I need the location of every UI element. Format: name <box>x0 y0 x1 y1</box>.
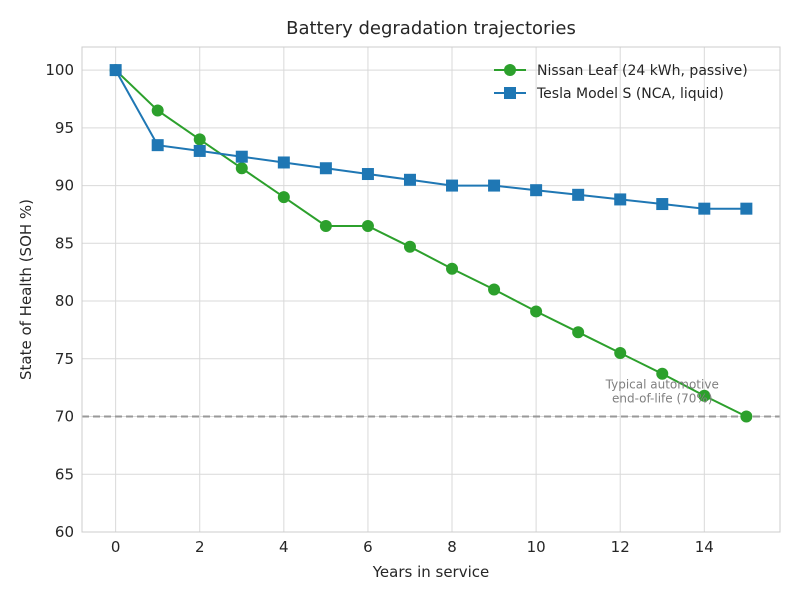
x-tick-label: 12 <box>611 538 630 556</box>
series-point-1 <box>698 202 711 215</box>
y-tick-label: 100 <box>45 61 74 79</box>
x-tick-label: 6 <box>363 538 373 556</box>
series-point-0 <box>277 191 290 204</box>
series-point-0 <box>235 162 248 175</box>
plot-background <box>82 47 780 532</box>
series-point-0 <box>740 410 753 423</box>
y-tick-label: 75 <box>55 350 74 368</box>
series-point-0 <box>193 133 206 146</box>
y-tick-label: 85 <box>55 234 74 252</box>
series-point-0 <box>446 262 459 275</box>
y-tick-label: 95 <box>55 119 74 137</box>
series-point-1 <box>319 162 332 175</box>
series-point-1 <box>740 202 753 215</box>
series-point-0 <box>698 389 711 402</box>
reference-line-label: Typical automotive <box>605 378 719 392</box>
x-tick-label: 4 <box>279 538 289 556</box>
legend-label-0: Nissan Leaf (24 kWh, passive) <box>537 63 748 79</box>
y-tick-label: 80 <box>55 292 74 310</box>
legend-marker-0 <box>504 64 516 76</box>
chart-title: Battery degradation trajectories <box>286 18 576 39</box>
series-point-0 <box>656 367 669 380</box>
series-point-1 <box>403 173 416 186</box>
series-point-0 <box>530 305 543 318</box>
legend-label-1: Tesla Model S (NCA, liquid) <box>536 86 724 102</box>
series-point-1 <box>109 64 122 77</box>
x-tick-label: 10 <box>527 538 546 556</box>
y-tick-label: 60 <box>55 523 74 541</box>
y-tick-labels: 60 65 70 75 80 85 90 95 100 <box>45 61 74 541</box>
reference-line-label: end-of-life (70%) <box>612 392 713 406</box>
series-point-0 <box>403 240 416 253</box>
x-tick-label: 14 <box>695 538 714 556</box>
y-tick-label: 90 <box>55 177 74 195</box>
y-tick-label: 70 <box>55 408 74 426</box>
series-point-0 <box>614 347 627 360</box>
series-point-1 <box>235 150 248 163</box>
series-point-0 <box>572 326 585 339</box>
series-point-1 <box>530 184 543 197</box>
series-point-1 <box>193 144 206 157</box>
y-tick-label: 65 <box>55 465 74 483</box>
series-point-0 <box>488 283 501 296</box>
x-tick-label: 0 <box>111 538 121 556</box>
y-axis-title: State of Health (SOH %) <box>17 199 35 380</box>
x-axis-title: Years in service <box>372 563 490 581</box>
x-tick-labels: 0 2 4 6 8 10 12 14 <box>111 538 714 556</box>
series-point-0 <box>361 219 374 232</box>
series-point-1 <box>614 193 627 206</box>
plot-frame <box>81 46 781 533</box>
legend-marker-1 <box>504 87 516 99</box>
series-point-1 <box>277 156 290 169</box>
series-point-0 <box>151 104 164 117</box>
series-group <box>109 64 753 423</box>
series-point-1 <box>361 168 374 181</box>
series-point-1 <box>656 198 669 211</box>
legend: Nissan Leaf (24 kWh, passive) Tesla Model… <box>494 63 748 102</box>
series-line-1 <box>114 69 747 210</box>
series-point-1 <box>151 139 164 152</box>
series-point-1 <box>572 188 585 201</box>
series-point-1 <box>446 179 459 192</box>
series-point-1 <box>488 179 501 192</box>
series-point-0 <box>319 219 332 232</box>
x-tick-label: 2 <box>195 538 205 556</box>
x-tick-label: 8 <box>447 538 457 556</box>
